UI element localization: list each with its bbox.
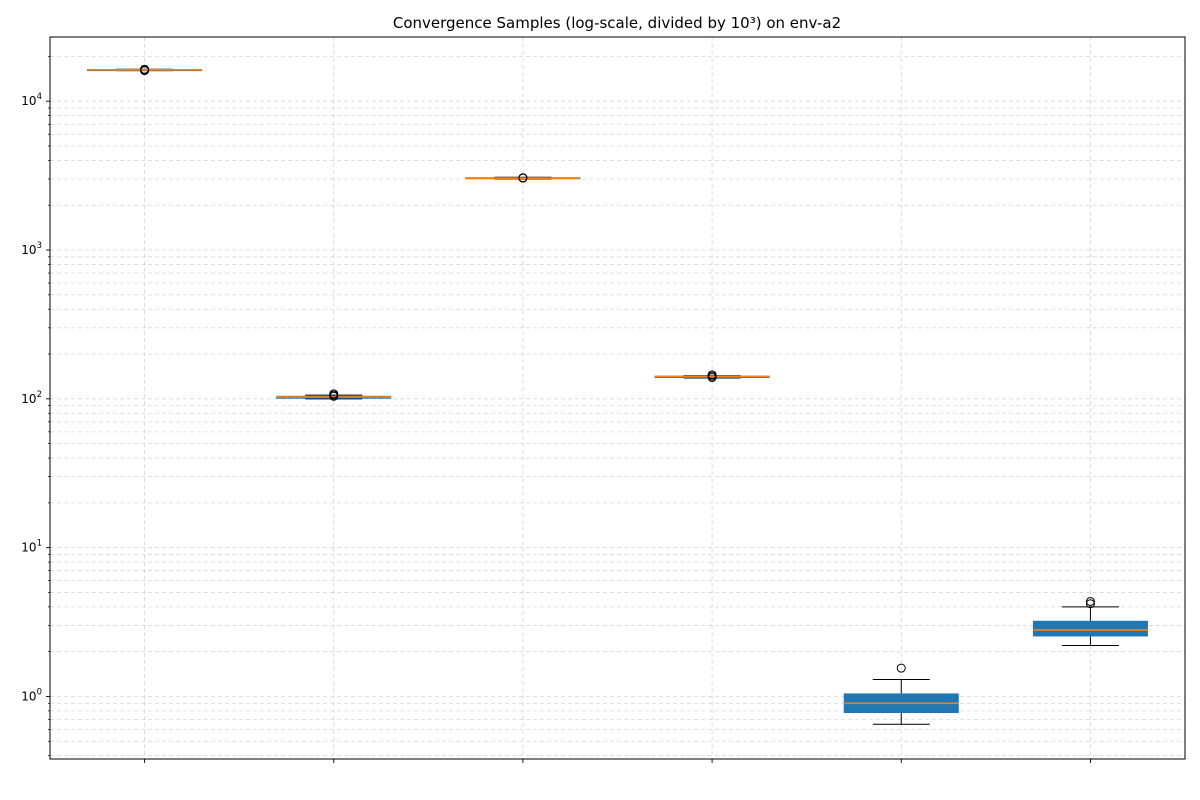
y-tick-label-exponent: 0 bbox=[37, 687, 42, 697]
outlier-point bbox=[1085, 599, 1095, 609]
y-tick-label-base: 10 bbox=[21, 541, 36, 555]
y-tick-label-exponent: 4 bbox=[37, 92, 42, 102]
outlier-point bbox=[518, 173, 528, 183]
y-tick-label-base: 10 bbox=[21, 243, 36, 257]
box-group bbox=[465, 173, 581, 183]
outlier-point bbox=[1085, 596, 1095, 606]
chart-title: Convergence Samples (log-scale, divided … bbox=[393, 14, 841, 32]
box-group bbox=[87, 64, 203, 76]
grid-layer bbox=[50, 37, 1185, 759]
outlier-point bbox=[329, 389, 339, 399]
box-group bbox=[276, 389, 392, 401]
box-layer bbox=[87, 64, 1148, 725]
box-group bbox=[843, 663, 959, 725]
box-iqr bbox=[1032, 620, 1148, 637]
y-tick-label: 100 bbox=[21, 687, 42, 703]
y-tick-label: 104 bbox=[21, 92, 42, 108]
y-tick-label-exponent: 2 bbox=[37, 390, 42, 400]
outlier-point bbox=[707, 370, 717, 380]
y-tick-label-exponent: 1 bbox=[37, 539, 42, 549]
y-tick-label: 103 bbox=[21, 241, 42, 257]
plot-frame bbox=[49, 36, 1186, 760]
y-tick-label: 102 bbox=[21, 390, 42, 406]
y-tick-label: 101 bbox=[21, 539, 42, 555]
box-group bbox=[1032, 596, 1148, 647]
y-tick-label-exponent: 3 bbox=[37, 241, 42, 251]
y-tick-label-base: 10 bbox=[21, 94, 36, 108]
y-tick-label-base: 10 bbox=[21, 689, 36, 703]
box-group bbox=[654, 370, 770, 383]
outlier-point bbox=[896, 663, 906, 673]
y-tick-label-base: 10 bbox=[21, 392, 36, 406]
outlier-point bbox=[140, 64, 150, 74]
